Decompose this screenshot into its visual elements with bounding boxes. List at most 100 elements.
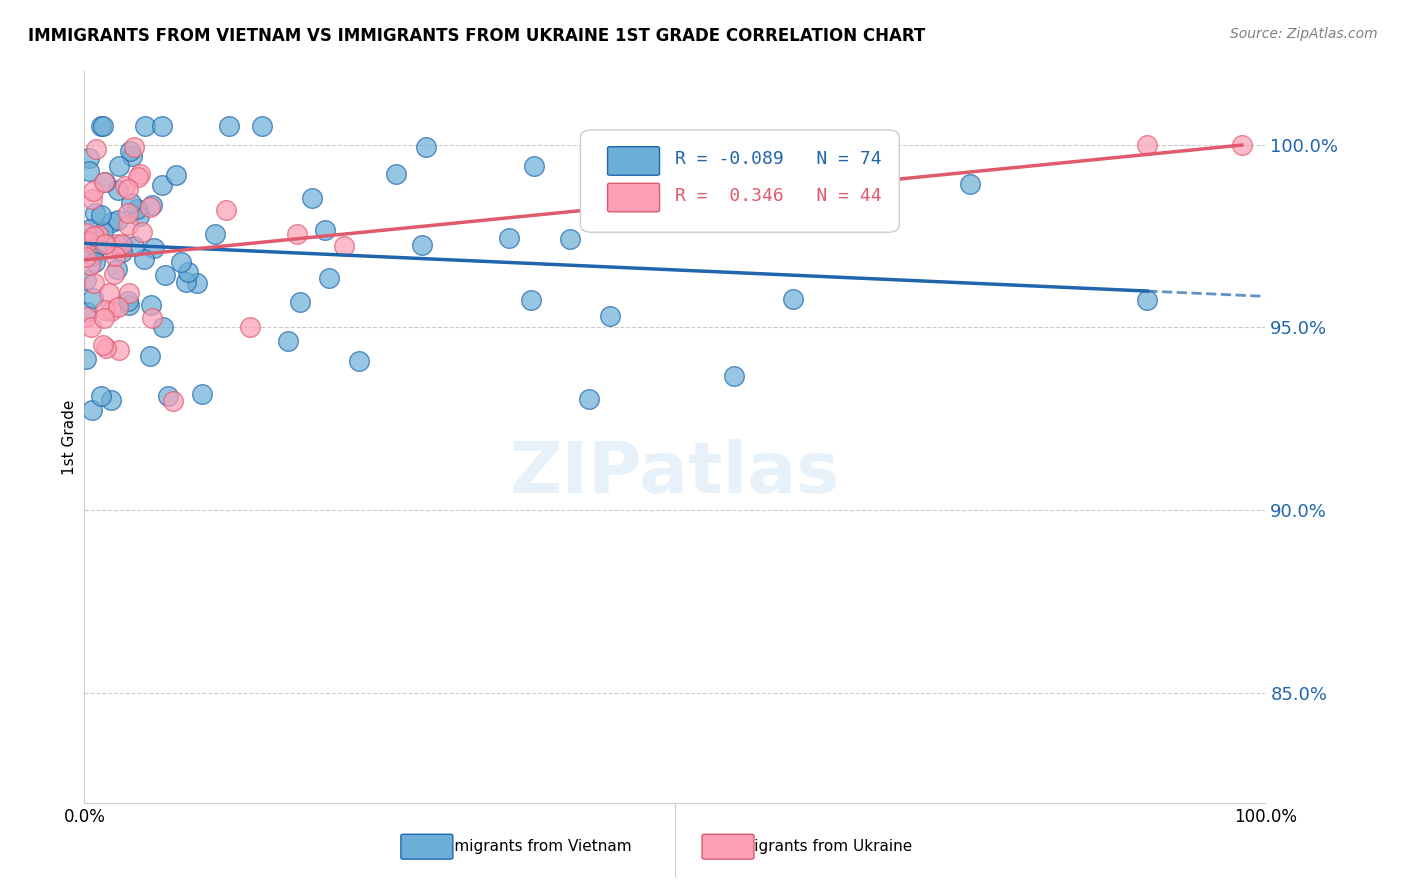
Point [118,145,141,159]
Point [86,241,108,255]
Point [100,392,122,407]
Point [150,178,173,192]
FancyBboxPatch shape [581,130,900,232]
Point [153,268,176,282]
Point [162,393,184,408]
Point [82,184,104,198]
Point [110,238,132,252]
Point [288,295,311,310]
Point [77,235,100,249]
Point [285,227,308,241]
Point [156,389,179,403]
Point [93,311,115,326]
Point [723,368,745,383]
Text: IMMIGRANTS FROM VIETNAM VS IMMIGRANTS FROM UKRAINE 1ST GRADE CORRELATION CHART: IMMIGRANTS FROM VIETNAM VS IMMIGRANTS FR… [28,27,925,45]
Point [107,183,129,197]
Point [107,300,129,314]
Point [129,167,152,181]
Point [347,353,370,368]
Point [90,389,112,403]
Point [599,309,621,323]
Point [176,265,198,279]
Point [141,197,163,211]
Point [117,218,139,232]
Point [80,402,103,417]
Point [117,182,139,196]
Point [107,213,129,227]
Point [124,139,146,153]
Point [94,175,117,189]
Point [83,228,105,243]
Point [82,248,104,262]
Point [141,311,163,326]
Point [75,226,97,240]
Point [143,241,166,255]
Point [139,200,162,214]
Point [117,206,139,220]
Point [93,303,115,318]
Point [83,205,105,219]
Point [132,252,155,267]
Point [105,261,128,276]
FancyBboxPatch shape [607,183,659,211]
Text: ZIPatlas: ZIPatlas [510,439,839,508]
FancyBboxPatch shape [607,146,659,175]
Point [91,120,114,134]
Point [83,277,105,291]
Point [152,319,174,334]
Point [150,120,173,134]
Point [84,143,107,157]
Point [1136,293,1159,308]
Point [578,392,600,406]
Point [77,151,100,165]
Point [121,149,143,163]
Point [105,236,128,251]
Point [1136,137,1159,152]
Point [138,349,160,363]
Text: Immigrants from Vietnam: Immigrants from Vietnam [434,839,631,855]
Point [75,250,97,264]
FancyBboxPatch shape [702,834,754,859]
Point [415,140,437,154]
Point [90,120,112,134]
Point [301,191,323,205]
Point [1230,137,1253,152]
Point [127,169,149,184]
Point [191,387,214,401]
Point [114,179,136,194]
Point [134,120,156,134]
Point [91,338,114,352]
Point [79,258,101,272]
Point [558,232,581,246]
Point [108,159,131,173]
Point [314,223,336,237]
Point [131,225,153,239]
Point [782,292,804,306]
Point [170,255,193,269]
Point [76,305,98,319]
Point [111,236,134,251]
Point [523,159,546,173]
Point [120,195,142,210]
Point [94,236,117,251]
FancyBboxPatch shape [401,834,453,859]
Point [127,202,149,217]
Point [277,334,299,348]
Point [93,175,115,189]
Point [498,231,520,245]
Text: Immigrants from Ukraine: Immigrants from Ukraine [720,839,912,855]
Point [218,120,240,134]
Point [128,209,150,223]
Point [520,293,543,308]
Point [318,270,340,285]
Point [239,319,262,334]
Point [174,275,197,289]
Point [411,237,433,252]
Point [139,298,162,312]
Point [82,291,104,305]
Point [90,208,112,222]
Point [333,239,356,253]
Y-axis label: 1st Grade: 1st Grade [62,400,77,475]
Point [83,255,105,269]
Point [117,293,139,308]
